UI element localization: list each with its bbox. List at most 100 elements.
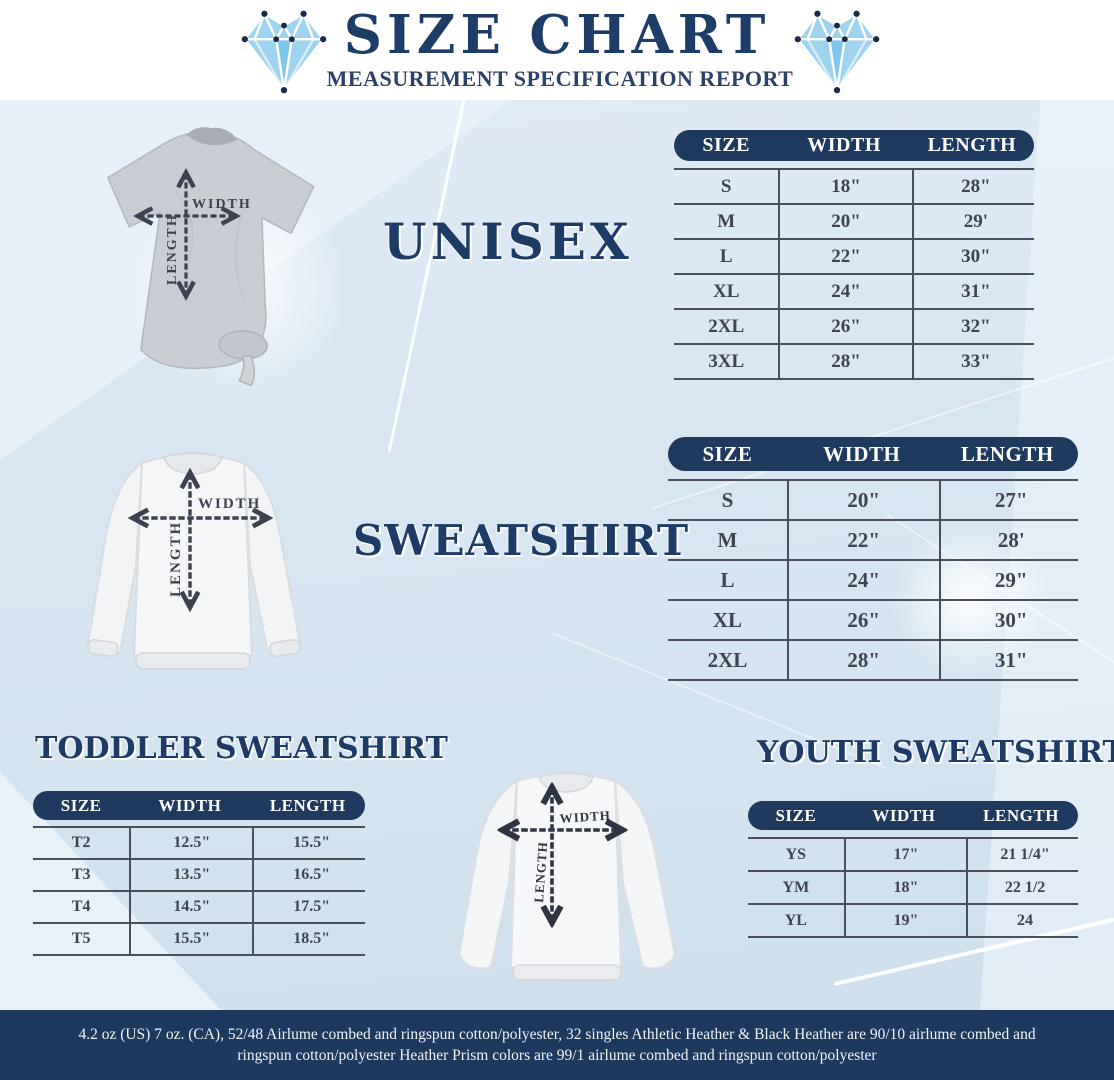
toddler-size-table: SIZE WIDTH LENGTH T2 12.5" 15.5" T3 13.5… xyxy=(33,791,365,956)
column-header-size: SIZE xyxy=(702,134,750,156)
section-title-toddler-sweatshirt: TODDLER SWEATSHIRT xyxy=(35,731,448,766)
page-subtitle: MEASUREMENT SPECIFICATION REPORT xyxy=(326,66,794,91)
size-cell: T2 xyxy=(71,834,91,851)
table-row: M 22" 28' xyxy=(668,521,1078,561)
size-cell: T4 xyxy=(71,898,91,915)
length-cell: 17.5" xyxy=(293,898,331,915)
size-cell: T5 xyxy=(71,930,91,947)
table-row: YS 17" 21 1/4" xyxy=(748,839,1078,872)
width-cell: 24" xyxy=(786,561,941,599)
table-body: T2 12.5" 15.5" T3 13.5" 16.5" T4 14.5" 1… xyxy=(33,826,365,956)
measure-arrows xyxy=(505,790,620,920)
footer-text-line2: ringspun cotton/polyester Heather Prism … xyxy=(237,1047,877,1064)
unisex-size-table: SIZE WIDTH LENGTH S 18" 28" M 20" 29' xyxy=(674,130,1034,380)
size-cell: M xyxy=(717,527,738,552)
length-cell: 22 1/2 xyxy=(1004,878,1046,896)
length-cell: 28' xyxy=(997,527,1025,552)
width-label: WIDTH xyxy=(192,197,252,212)
size-cell: 3XL xyxy=(708,350,745,372)
table-row: YM 18" 22 1/2 xyxy=(748,872,1078,905)
footer-text-line1: 4.2 oz (US) 7 oz. (CA), 52/48 Airlume co… xyxy=(78,1026,1036,1043)
width-cell: 18" xyxy=(843,872,969,903)
length-cell: 24 xyxy=(1017,911,1034,929)
width-cell: 17" xyxy=(843,839,969,870)
size-cell: XL xyxy=(712,280,740,302)
table-row: T5 15.5" 18.5" xyxy=(33,924,365,956)
width-cell: 13.5" xyxy=(129,860,255,890)
length-cell: 27" xyxy=(994,487,1028,512)
length-cell: 30" xyxy=(961,245,991,267)
toddler-sweatshirt-image: WIDTH LENGTH xyxy=(457,772,677,981)
sweatshirt-image: WIDTH LENGTH xyxy=(86,452,302,670)
table-row: 2XL 26" 32" xyxy=(674,310,1034,345)
size-cell: YL xyxy=(784,911,807,929)
table-row: 2XL 28" 31" xyxy=(668,641,1078,681)
table-body: YS 17" 21 1/4" YM 18" 22 1/2 YL 19" 24 xyxy=(748,837,1078,938)
column-header-length: LENGTH xyxy=(960,441,1054,466)
length-cell: 33" xyxy=(961,350,991,372)
width-cell: 15.5" xyxy=(129,924,255,954)
column-header-length: LENGTH xyxy=(983,805,1059,825)
column-header-size: SIZE xyxy=(702,441,753,466)
youth-size-table: SIZE WIDTH LENGTH YS 17" 21 1/4" YM 18" … xyxy=(748,801,1078,938)
size-cell: L xyxy=(720,567,735,592)
tshirt-image: WIDTH LENGTH xyxy=(106,127,315,387)
table-header: SIZE WIDTH LENGTH xyxy=(33,791,365,820)
table-row: T4 14.5" 17.5" xyxy=(33,892,365,924)
table-row: S 18" 28" xyxy=(674,170,1034,205)
column-header-size: SIZE xyxy=(775,805,817,825)
width-cell: 20" xyxy=(778,205,914,238)
length-cell: 15.5" xyxy=(293,834,331,851)
length-cell: 28" xyxy=(961,175,991,197)
column-header-size: SIZE xyxy=(60,795,102,815)
length-cell: 18.5" xyxy=(293,930,331,947)
section-title-youth-sweatshirt: YOUTH SWEATSHIRT xyxy=(757,735,1114,770)
width-cell: 28" xyxy=(786,641,941,679)
length-cell: 31" xyxy=(961,280,991,302)
diamond-icon xyxy=(241,10,327,94)
table-header: SIZE WIDTH LENGTH xyxy=(674,130,1034,161)
page-title: SIZE CHART xyxy=(343,4,771,66)
sweatshirt-size-table: SIZE WIDTH LENGTH S 20" 27" M 22" 28' xyxy=(668,437,1078,681)
section-title-sweatshirt: SWEATSHIRT xyxy=(353,516,690,565)
width-cell: 18" xyxy=(778,170,914,203)
measure-arrows xyxy=(135,475,266,605)
table-row: L 22" 30" xyxy=(674,240,1034,275)
width-cell: 26" xyxy=(778,310,914,343)
table-row: 3XL 28" 33" xyxy=(674,345,1034,380)
size-cell: M xyxy=(717,210,736,232)
width-cell: 22" xyxy=(778,240,914,273)
column-header-length: LENGTH xyxy=(269,795,346,815)
table-row: YL 19" 24 xyxy=(748,905,1078,938)
length-cell: 29" xyxy=(994,567,1028,592)
width-cell: 12.5" xyxy=(129,828,255,858)
table-row: T2 12.5" 15.5" xyxy=(33,828,365,860)
length-label: LENGTH xyxy=(531,841,550,904)
size-cell: YM xyxy=(782,878,810,896)
table-header: SIZE WIDTH LENGTH xyxy=(748,801,1078,830)
column-header-width: WIDTH xyxy=(158,795,222,815)
length-cell: 16.5" xyxy=(293,866,331,883)
table-row: M 20" 29' xyxy=(674,205,1034,240)
table-body: S 18" 28" M 20" 29' L 22" 30" XL xyxy=(674,168,1034,380)
size-cell: L xyxy=(719,245,733,267)
width-label: WIDTH xyxy=(198,496,261,512)
length-cell: 32" xyxy=(961,315,991,337)
table-row: XL 26" 30" xyxy=(668,601,1078,641)
diamond-icon xyxy=(794,10,880,94)
table-header: SIZE WIDTH LENGTH xyxy=(668,437,1078,471)
column-header-width: WIDTH xyxy=(872,805,936,825)
width-cell: 19" xyxy=(843,905,969,936)
footer-bar: 4.2 oz (US) 7 oz. (CA), 52/48 Airlume co… xyxy=(0,1010,1114,1080)
table-row: S 20" 27" xyxy=(668,481,1078,521)
size-cell: 2XL xyxy=(707,647,748,672)
width-cell: 22" xyxy=(786,521,941,559)
column-header-width: WIDTH xyxy=(823,441,901,466)
length-cell: 29' xyxy=(963,210,989,232)
length-cell: 30" xyxy=(994,607,1028,632)
width-cell: 20" xyxy=(786,481,941,519)
length-cell: 21 1/4" xyxy=(1000,845,1050,863)
column-header-length: LENGTH xyxy=(927,134,1017,156)
size-cell: S xyxy=(721,487,734,512)
